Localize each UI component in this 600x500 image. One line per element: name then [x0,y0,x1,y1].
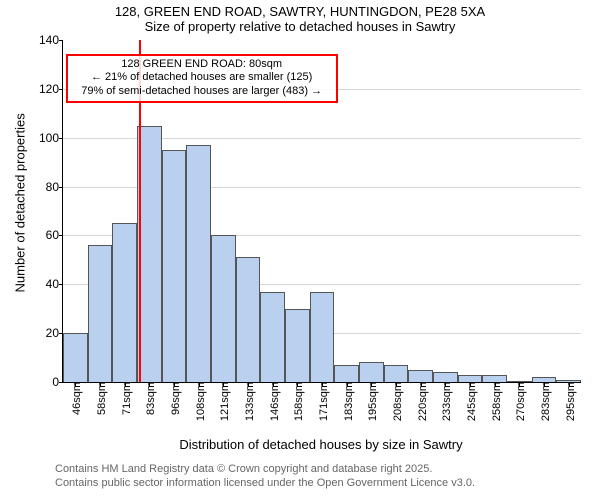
histogram-bar [408,370,433,382]
xtick-label: 183sqm [339,382,355,421]
ytick-label: 40 [46,277,63,291]
histogram-bar [236,257,261,382]
annotation-line: 128 GREEN END ROAD: 80sqm [70,58,334,72]
histogram-bar [458,375,483,382]
xtick-label: 245sqm [462,382,478,421]
histogram-bar [433,372,458,382]
histogram-bar [112,223,137,382]
ytick-label: 80 [46,180,63,194]
histogram-bar [63,333,88,382]
plot-area: 02040608010012014046sqm58sqm71sqm83sqm96… [62,40,581,383]
ytick-label: 60 [46,228,63,242]
xtick-label: 220sqm [413,382,429,421]
xtick-label: 295sqm [561,382,577,421]
annotation-box: 128 GREEN END ROAD: 80sqm← 21% of detach… [66,54,338,103]
histogram-bar [211,235,236,382]
x-axis-label: Distribution of detached houses by size … [62,437,580,452]
ytick-label: 20 [46,326,63,340]
footer-line-1: Contains HM Land Registry data © Crown c… [55,463,432,475]
title-line-1: 128, GREEN END ROAD, SAWTRY, HUNTINGDON,… [0,4,600,19]
annotation-line: 79% of semi-detached houses are larger (… [70,85,334,99]
xtick-label: 133sqm [240,382,256,421]
xtick-label: 233sqm [437,382,453,421]
histogram-bar [310,292,335,382]
ytick-label: 0 [52,375,63,389]
xtick-label: 171sqm [314,382,330,421]
xtick-label: 195sqm [363,382,379,421]
histogram-bar [88,245,113,382]
histogram-bar [359,362,384,382]
xtick-label: 270sqm [511,382,527,421]
xtick-label: 108sqm [191,382,207,421]
chart-container: { "titles": { "line1": "128, GREEN END R… [0,0,600,500]
footer-line-2: Contains public sector information licen… [55,477,475,489]
xtick-label: 208sqm [388,382,404,421]
histogram-bar [384,365,409,382]
histogram-bar [186,145,211,382]
histogram-bar [137,126,162,383]
annotation-line: ← 21% of detached houses are smaller (12… [70,71,334,85]
xtick-label: 83sqm [141,382,157,415]
histogram-bar [285,309,310,382]
ytick-label: 100 [39,131,63,145]
ytick-label: 140 [39,33,63,47]
xtick-label: 58sqm [92,382,108,415]
title-line-2: Size of property relative to detached ho… [0,19,600,34]
ytick-label: 120 [39,82,63,96]
xtick-label: 71sqm [117,382,133,415]
xtick-label: 96sqm [166,382,182,415]
xtick-label: 146sqm [265,382,281,421]
title-block: 128, GREEN END ROAD, SAWTRY, HUNTINGDON,… [0,4,600,34]
xtick-label: 46sqm [67,382,83,415]
xtick-label: 121sqm [215,382,231,421]
histogram-bar [334,365,359,382]
histogram-bar [482,375,507,382]
histogram-bar [162,150,187,382]
y-axis-label: Number of detached properties [13,133,28,293]
xtick-label: 283sqm [536,382,552,421]
xtick-label: 158sqm [289,382,305,421]
xtick-label: 258sqm [487,382,503,421]
histogram-bar [260,292,285,382]
